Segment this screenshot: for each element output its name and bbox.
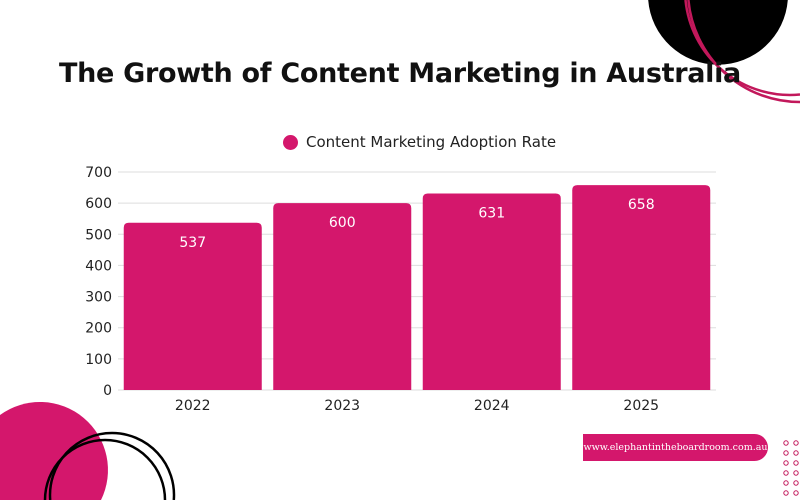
legend-label: Content Marketing Adoption Rate — [306, 133, 557, 151]
data-label: 658 — [628, 197, 655, 213]
chart-title: The Growth of Content Marketing in Austr… — [59, 58, 741, 89]
dot — [783, 480, 789, 486]
dot — [793, 490, 799, 496]
dot — [793, 480, 799, 486]
pink-blob — [0, 402, 108, 500]
dot — [783, 440, 789, 446]
pink-ring-2 — [687, 0, 800, 104]
bar — [123, 222, 262, 390]
y-tick-label: 400 — [85, 258, 112, 274]
bar — [572, 185, 711, 390]
dot-grid — [783, 440, 799, 496]
dot — [793, 440, 799, 446]
data-label: 631 — [478, 205, 505, 221]
dot — [783, 470, 789, 476]
y-tick-label: 0 — [103, 383, 112, 399]
data-label: 600 — [329, 215, 356, 231]
x-tick-label: 2022 — [175, 398, 211, 414]
x-tick-label: 2023 — [324, 398, 360, 414]
y-tick-label: 600 — [85, 196, 112, 212]
y-tick-label: 500 — [85, 227, 112, 243]
dot — [783, 490, 789, 496]
bar — [422, 193, 561, 390]
y-tick-label: 300 — [85, 290, 112, 306]
x-tick-label: 2025 — [623, 398, 659, 414]
y-tick-label: 100 — [85, 352, 112, 368]
bar — [273, 203, 412, 390]
dot — [793, 470, 799, 476]
legend: Content Marketing Adoption Rate — [283, 133, 556, 151]
website-url[interactable]: www.elephantintheboardroom.com.au — [583, 434, 768, 461]
x-tick-label: 2024 — [474, 398, 510, 414]
dot — [793, 450, 799, 456]
black-ring — [43, 438, 167, 500]
black-ring-2 — [48, 431, 176, 500]
data-label: 537 — [179, 235, 206, 251]
y-tick-label: 200 — [85, 321, 112, 337]
dot — [783, 450, 789, 456]
dot — [783, 460, 789, 466]
dot — [793, 460, 799, 466]
legend-swatch — [283, 134, 298, 150]
y-tick-label: 700 — [85, 165, 112, 181]
black-blob — [648, 0, 788, 65]
